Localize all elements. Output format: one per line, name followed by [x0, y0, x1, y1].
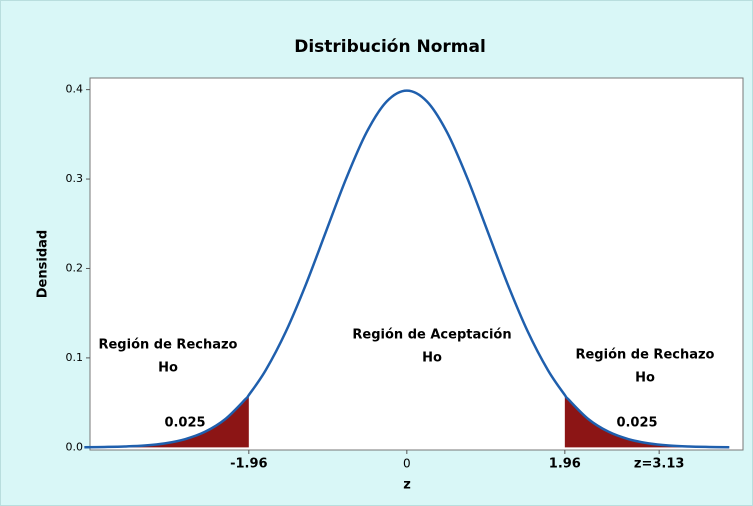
x-axis-label: z: [403, 478, 411, 493]
plot-area: [89, 77, 744, 451]
y-tick-label: 0.0: [66, 440, 84, 453]
y-tick-label: 0.1: [66, 351, 84, 364]
shaded-region: [84, 395, 249, 448]
annotation: Ho: [158, 361, 178, 376]
annotation: Región de Aceptación: [352, 328, 511, 343]
shaded-region: [564, 395, 730, 448]
y-tick-label: 0.2: [66, 261, 84, 274]
y-axis-label: Densidad: [36, 230, 51, 298]
x-tick-label: 1.96: [549, 457, 581, 472]
annotation: 0.025: [616, 416, 657, 431]
chart-title: Distribución Normal: [294, 37, 486, 57]
x-tick-label: 0: [403, 457, 411, 471]
density-curve: [84, 89, 730, 449]
annotation: 0.025: [164, 416, 205, 431]
x-tick-label: -1.96: [230, 457, 267, 472]
y-tick-label: 0.4: [66, 83, 84, 96]
x-tick-label: z=3.13: [634, 457, 685, 472]
annotation: Región de Rechazo: [98, 338, 237, 353]
y-tick-label: 0.3: [66, 172, 84, 185]
annotation: Región de Rechazo: [575, 348, 714, 363]
annotation: Ho: [422, 351, 442, 366]
annotation: Ho: [635, 371, 655, 386]
